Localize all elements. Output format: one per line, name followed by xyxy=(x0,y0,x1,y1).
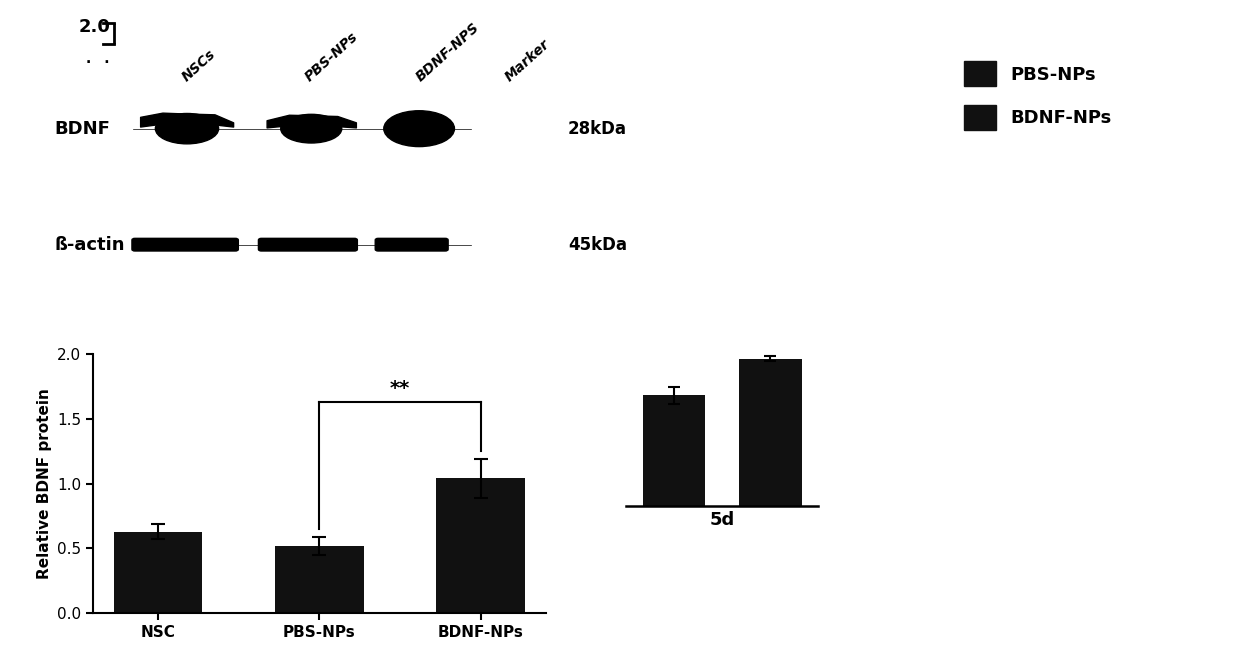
Text: . .: . . xyxy=(84,51,112,66)
Text: NSCs: NSCs xyxy=(179,47,218,84)
Y-axis label: Relative BDNF protein: Relative BDNF protein xyxy=(36,388,52,579)
Ellipse shape xyxy=(384,111,455,147)
Text: ß-actin: ß-actin xyxy=(55,236,125,254)
Bar xyxy=(436,478,525,613)
Bar xyxy=(114,532,202,613)
Bar xyxy=(739,358,801,506)
Text: 2.0: 2.0 xyxy=(78,18,110,36)
Text: Marker: Marker xyxy=(502,37,553,84)
Text: 28kDa: 28kDa xyxy=(568,119,627,138)
Text: BDNF: BDNF xyxy=(55,119,110,138)
Ellipse shape xyxy=(155,114,218,144)
Text: PBS-NPs: PBS-NPs xyxy=(301,30,361,84)
Ellipse shape xyxy=(280,114,342,143)
Text: BDNF-NPS: BDNF-NPS xyxy=(413,20,482,84)
Text: **: ** xyxy=(389,379,410,398)
Bar xyxy=(275,546,363,613)
FancyBboxPatch shape xyxy=(258,238,357,251)
Legend: PBS-NPs, BDNF-NPs: PBS-NPs, BDNF-NPs xyxy=(963,61,1112,130)
FancyBboxPatch shape xyxy=(376,238,448,251)
Text: 45kDa: 45kDa xyxy=(568,236,627,254)
FancyBboxPatch shape xyxy=(131,238,238,251)
Bar xyxy=(644,395,706,506)
